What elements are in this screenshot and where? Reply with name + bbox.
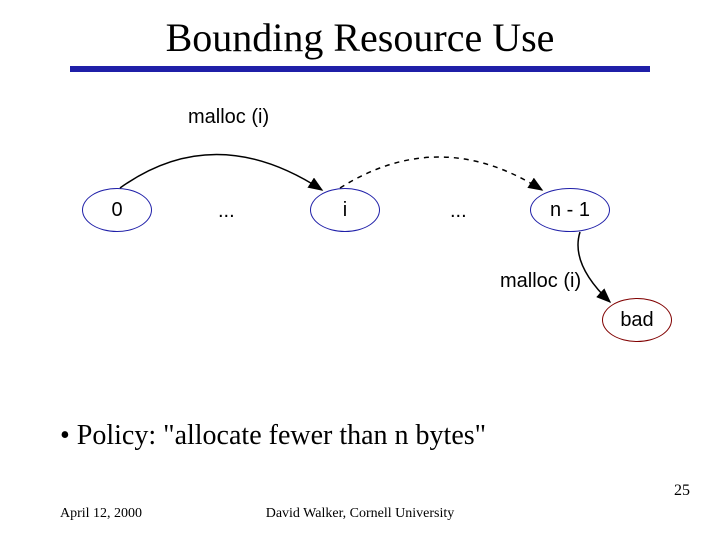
edge-down-arrow bbox=[578, 232, 610, 302]
title-underline bbox=[70, 66, 650, 72]
state-node-0-label: 0 bbox=[111, 199, 122, 222]
ellipsis-right: ... bbox=[450, 200, 467, 223]
state-node-i: i bbox=[310, 188, 380, 232]
footer-author: David Walker, Cornell University bbox=[0, 506, 720, 522]
edge-solid-arrow bbox=[120, 154, 322, 190]
state-node-bad-label: bad bbox=[620, 309, 653, 332]
state-node-n1: n - 1 bbox=[530, 188, 610, 232]
state-node-n1-label: n - 1 bbox=[550, 199, 590, 222]
page-number: 25 bbox=[674, 482, 690, 500]
policy-bullet: • Policy: "allocate fewer than n bytes" bbox=[60, 420, 486, 452]
edge-dashed-arrow bbox=[340, 157, 542, 190]
ellipsis-left: ... bbox=[218, 200, 235, 223]
label-malloc-top: malloc (i) bbox=[188, 106, 269, 129]
state-node-0: 0 bbox=[82, 188, 152, 232]
diagram-arrows bbox=[0, 0, 720, 540]
label-malloc-bottom: malloc (i) bbox=[500, 270, 581, 293]
slide-title: Bounding Resource Use bbox=[0, 14, 720, 61]
state-node-i-label: i bbox=[343, 199, 347, 222]
state-node-bad: bad bbox=[602, 298, 672, 342]
